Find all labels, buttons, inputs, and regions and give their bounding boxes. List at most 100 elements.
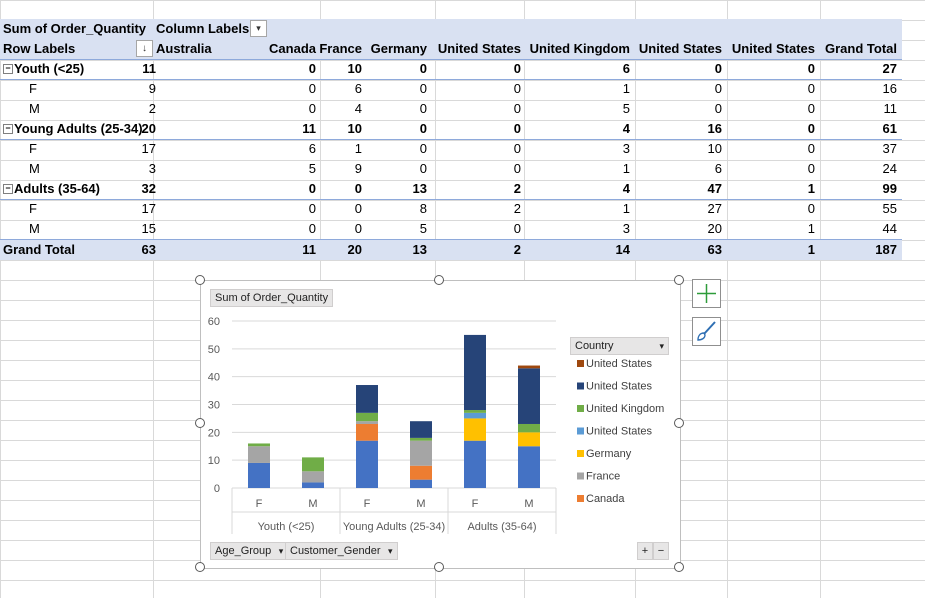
table-cell[interactable]: 16	[882, 81, 897, 96]
table-cell[interactable]: 63	[707, 242, 722, 257]
row-label[interactable]: Grand Total	[3, 240, 75, 260]
table-cell[interactable]: 1	[807, 242, 815, 257]
table-cell[interactable]: 13	[412, 181, 427, 196]
table-cell[interactable]: 15	[141, 221, 156, 236]
table-cell[interactable]: 37	[882, 141, 897, 156]
table-cell[interactable]: 1	[354, 141, 362, 156]
table-cell[interactable]: 17	[141, 141, 156, 156]
row-labels-sort-button[interactable]: ↓	[136, 40, 153, 57]
table-cell[interactable]: 0	[513, 61, 521, 76]
table-cell[interactable]: 11	[302, 242, 316, 257]
collapse-field-button[interactable]: −	[653, 542, 669, 560]
table-cell[interactable]: 0	[308, 201, 316, 216]
table-cell[interactable]: 0	[419, 141, 427, 156]
table-cell[interactable]: 2	[513, 201, 521, 216]
table-cell[interactable]: 0	[419, 61, 427, 76]
collapse-icon[interactable]: −	[3, 183, 13, 194]
table-cell[interactable]: 0	[354, 221, 362, 236]
table-cell[interactable]: 99	[882, 181, 897, 196]
table-cell[interactable]: 27	[707, 201, 722, 216]
column-header[interactable]: United Kingdom	[529, 41, 630, 56]
table-row[interactable]: F 17 6 1 0 0 3 10 0 37	[0, 139, 902, 159]
table-row[interactable]: M 15 0 0 5 0 3 20 1 44	[0, 219, 902, 239]
table-cell[interactable]: 1	[807, 181, 815, 196]
resize-handle[interactable]	[195, 562, 205, 572]
row-label[interactable]: M	[29, 99, 40, 119]
table-cell[interactable]: 0	[419, 81, 427, 96]
table-cell[interactable]: 2	[513, 242, 521, 257]
table-cell[interactable]: 0	[419, 101, 427, 116]
collapse-icon[interactable]: −	[3, 63, 13, 74]
table-cell[interactable]: 187	[875, 242, 897, 257]
row-label[interactable]: F	[29, 199, 37, 219]
expand-field-button[interactable]: +	[637, 542, 653, 560]
column-header[interactable]: United States	[638, 41, 722, 56]
axis-field-button-age-group[interactable]: Age_Group ▾	[210, 542, 289, 560]
table-cell[interactable]: 6	[354, 81, 362, 96]
resize-handle[interactable]	[195, 418, 205, 428]
table-cell[interactable]: 27	[882, 61, 897, 76]
table-cell[interactable]: 0	[419, 161, 427, 176]
table-cell[interactable]: 4	[354, 101, 362, 116]
group-row[interactable]: − Adults (35-64) 32 0 0 13 2 4 47 1 99	[0, 179, 902, 200]
resize-handle[interactable]	[434, 562, 444, 572]
table-cell[interactable]: 10	[347, 121, 362, 136]
table-cell[interactable]: 63	[141, 242, 156, 257]
column-header[interactable]: Canada	[269, 41, 316, 56]
table-cell[interactable]: 8	[419, 201, 427, 216]
table-cell[interactable]: 1	[622, 81, 630, 96]
table-cell[interactable]: 14	[615, 242, 630, 257]
table-cell[interactable]: 0	[513, 161, 521, 176]
table-cell[interactable]: 20	[707, 221, 722, 236]
table-cell[interactable]: 47	[707, 181, 722, 196]
table-cell[interactable]: 0	[807, 161, 815, 176]
table-cell[interactable]: 20	[141, 121, 156, 136]
column-header[interactable]: Australia	[156, 41, 212, 56]
column-header[interactable]: United States	[437, 41, 521, 56]
resize-handle[interactable]	[195, 275, 205, 285]
table-cell[interactable]: 11	[142, 61, 156, 76]
row-label[interactable]: M	[29, 219, 40, 239]
table-cell[interactable]: 6	[714, 161, 722, 176]
table-cell[interactable]: 1	[807, 221, 815, 236]
row-label[interactable]: M	[29, 159, 40, 179]
table-cell[interactable]: 11	[883, 101, 898, 116]
table-cell[interactable]: 0	[308, 81, 316, 96]
table-cell[interactable]: 5	[308, 161, 316, 176]
table-cell[interactable]: 5	[622, 101, 630, 116]
table-cell[interactable]: 0	[308, 221, 316, 236]
table-cell[interactable]: 0	[354, 181, 362, 196]
table-cell[interactable]: 1	[622, 201, 630, 216]
table-cell[interactable]: 0	[308, 181, 316, 196]
row-label[interactable]: − Young Adults (25-34)	[3, 119, 143, 139]
value-field-button[interactable]: Sum of Order_Quantity	[210, 289, 334, 307]
table-cell[interactable]: 20	[347, 242, 362, 257]
group-row[interactable]: − Youth (<25) 11 0 10 0 0 6 0 0 27	[0, 59, 902, 80]
table-cell[interactable]: 3	[148, 161, 156, 176]
table-cell[interactable]: 2	[513, 181, 521, 196]
group-row[interactable]: − Young Adults (25-34) 20 11 10 0 0 4 16 0 61	[0, 119, 902, 140]
table-cell[interactable]: 0	[807, 121, 815, 136]
table-cell[interactable]: 44	[882, 221, 897, 236]
column-header[interactable]: United States	[731, 41, 815, 56]
table-cell[interactable]: 6	[308, 141, 316, 156]
table-cell[interactable]: 0	[714, 81, 722, 96]
resize-handle[interactable]	[434, 275, 444, 285]
table-cell[interactable]: 1	[622, 161, 630, 176]
table-cell[interactable]: 55	[882, 201, 897, 216]
table-row[interactable]: F 9 0 6 0 0 1 0 0 16	[0, 79, 902, 99]
table-cell[interactable]: 0	[308, 101, 316, 116]
chart-styles-button[interactable]	[692, 317, 721, 346]
table-cell[interactable]: 24	[882, 161, 897, 176]
column-labels-filter-button[interactable]: ▾	[250, 20, 267, 37]
table-cell[interactable]: 5	[419, 221, 427, 236]
table-cell[interactable]: 4	[622, 181, 630, 196]
table-cell[interactable]: 13	[412, 242, 427, 257]
table-cell[interactable]: 9	[148, 81, 156, 96]
table-cell[interactable]: 0	[419, 121, 427, 136]
table-cell[interactable]: 0	[354, 201, 362, 216]
table-cell[interactable]: 11	[302, 121, 316, 136]
pivot-value-field[interactable]: Sum of Order_Quantity	[3, 21, 147, 36]
table-row[interactable]: M 3 5 9 0 0 1 6 0 24	[0, 159, 902, 179]
resize-handle[interactable]	[674, 562, 684, 572]
